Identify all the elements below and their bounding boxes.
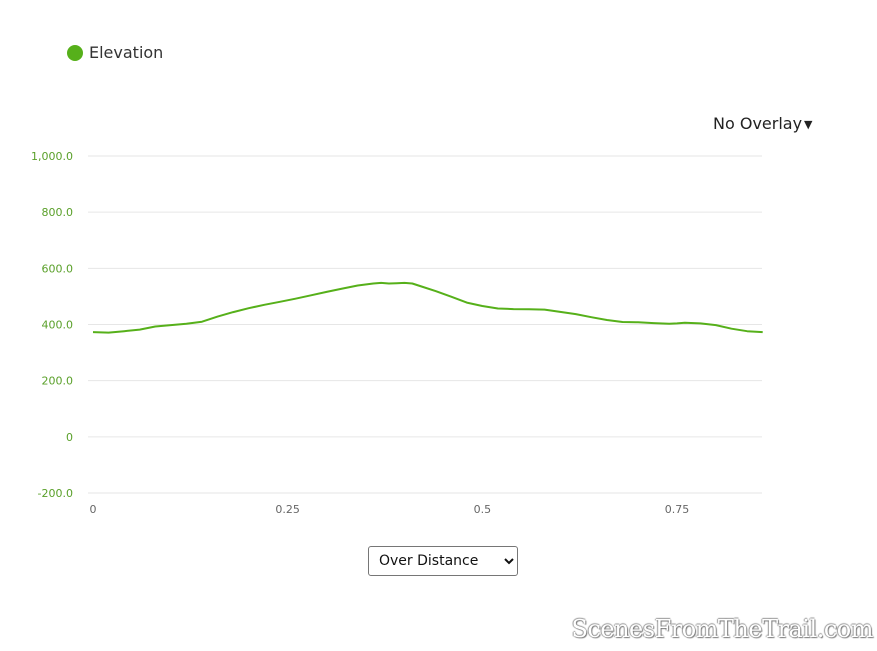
chart-mode-select[interactable]: Over Distance [368, 546, 518, 576]
overlay-dropdown-label: No Overlay [713, 114, 803, 133]
y-tick-label: 600.0 [42, 262, 74, 275]
y-tick-label: 1,000.0 [31, 150, 73, 163]
y-tick-label: 800.0 [42, 206, 74, 219]
site-watermark: ScenesFromTheTrail.com [571, 615, 874, 643]
series-layer [92, 281, 763, 334]
y-tick-label: 200.0 [42, 375, 74, 388]
y-tick-label: -200.0 [38, 487, 73, 500]
x-tick-label: 0.75 [665, 503, 690, 516]
chart-legend[interactable]: Elevation [67, 43, 163, 62]
chart-grid [88, 155, 762, 494]
x-tick-label: 0.25 [275, 503, 300, 516]
legend-label-elevation: Elevation [89, 43, 164, 62]
y-tick-label: 0 [66, 431, 73, 444]
elevation-series-line[interactable] [92, 281, 763, 334]
x-tick-label: 0.5 [474, 503, 492, 516]
y-axis-ticks: 1,000.0 800.0 600.0 400.0 200.0 0 -200.0 [31, 150, 73, 500]
y-tick-label: 400.0 [42, 319, 74, 332]
elevation-chart: 1,000.0 800.0 600.0 400.0 200.0 0 -200.0 0 0.25… [31, 150, 763, 516]
x-tick-label: 0 [90, 503, 97, 516]
x-axis-ticks: 0 0.25 0.5 0.75 [90, 503, 690, 516]
caret-down-icon: ▼ [804, 118, 813, 131]
overlay-dropdown[interactable]: No Overlay ▼ [713, 114, 813, 133]
elevation-series-dot-icon [67, 44, 83, 61]
